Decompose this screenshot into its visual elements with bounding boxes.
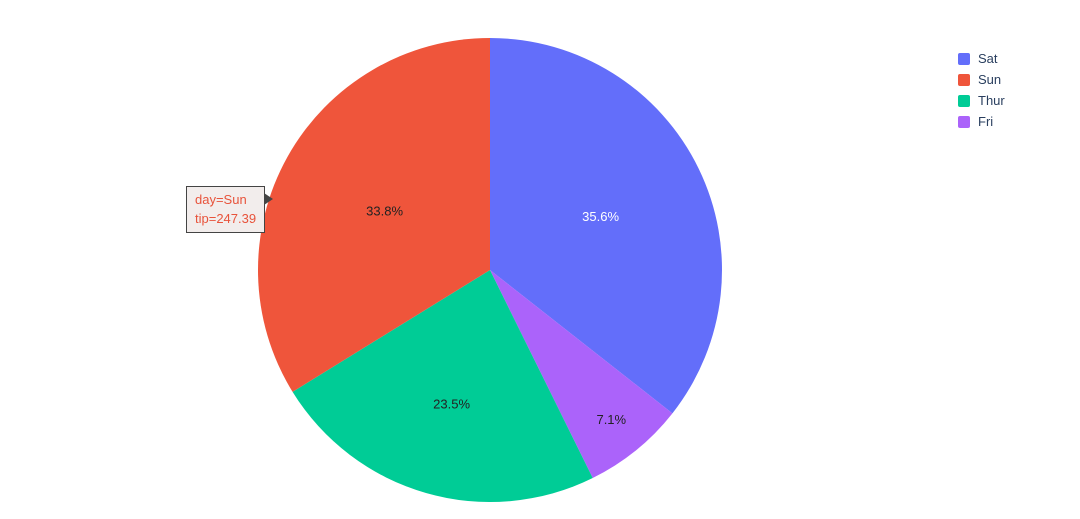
tooltip-caret [264,193,274,205]
legend-label: Sat [978,51,998,66]
tooltip-line-day: day=Sun [195,192,247,207]
slice-label-fri: 7.1% [596,412,626,427]
pie-slice-thur[interactable] [292,270,593,502]
pie-slice-sat[interactable] [490,38,722,414]
legend-swatch-thur [958,94,970,107]
hover-tooltip: day=Sun tip=247.39 [186,186,274,233]
tooltip-line-tip: tip=247.39 [195,211,257,226]
slice-label-sun: 33.8% [366,204,403,219]
legend-swatch-fri [958,115,970,128]
pie-slice-sun[interactable] [258,38,490,392]
legend-item-thur[interactable]: Thur [958,90,1005,111]
legend-swatch-sat [958,52,970,65]
pie-slice-labels: 35.6% 7.1% 23.5% 33.8% [366,204,626,427]
legend-label: Thur [978,93,1005,108]
legend-item-sun[interactable]: Sun [958,69,1005,90]
legend-label: Sun [978,72,1002,87]
slice-label-thur: 23.5% [433,396,470,411]
pie-slice-fri[interactable] [490,270,673,479]
pie-slices [258,38,722,502]
legend-swatch-sun [958,73,970,86]
slice-label-sat: 35.6% [582,209,619,224]
legend-item-sat[interactable]: Sat [958,48,1005,69]
legend: Sat Sun Thur Fri [958,48,1005,132]
legend-item-fri[interactable]: Fri [958,111,1005,132]
legend-label: Fri [978,114,994,129]
